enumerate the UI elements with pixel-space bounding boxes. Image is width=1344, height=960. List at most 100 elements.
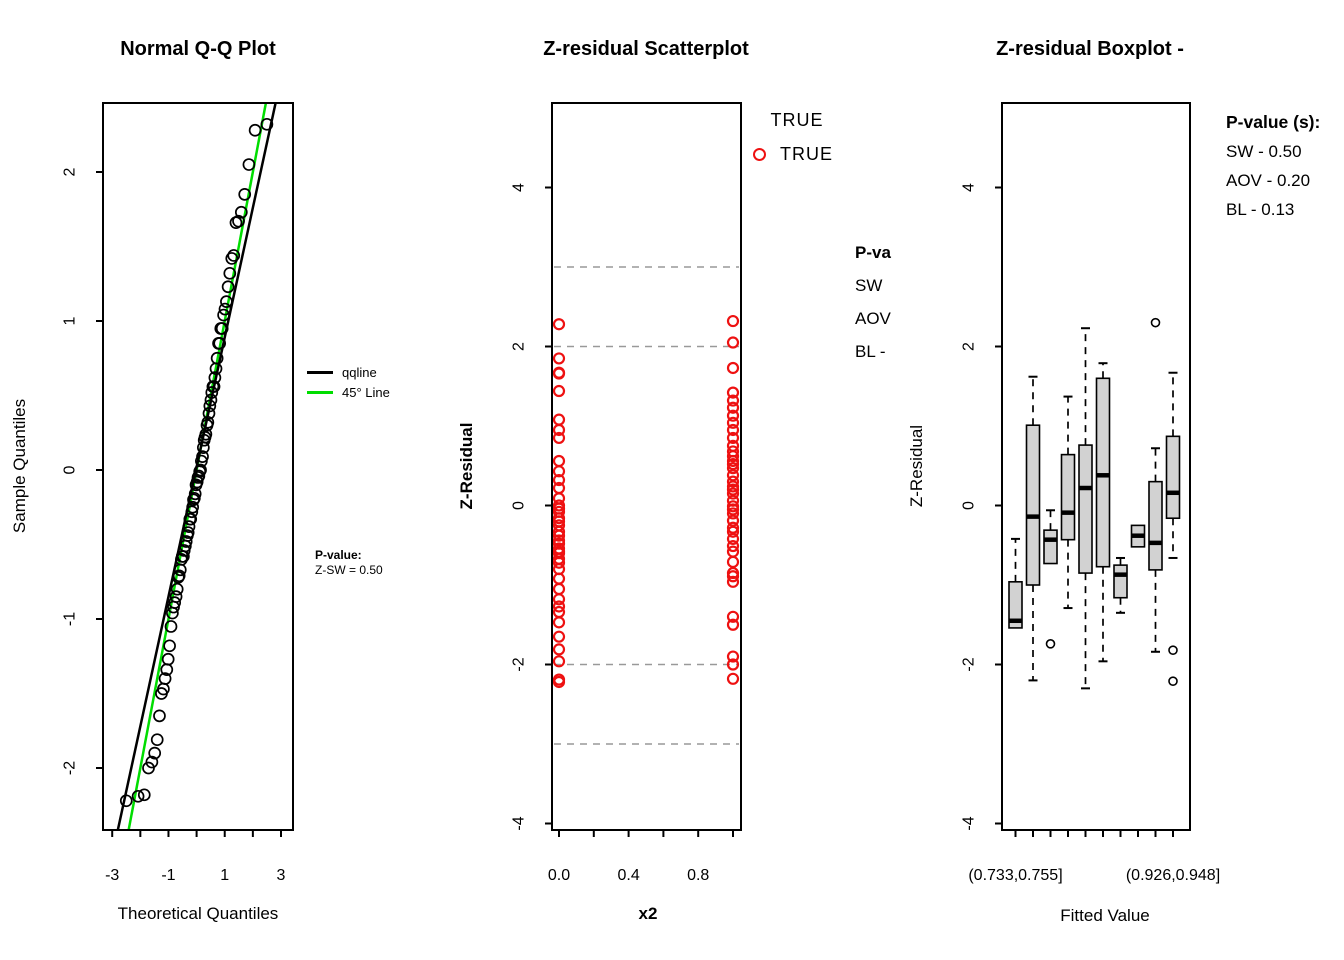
qq-legend-row-45line: 45° Line [307,382,390,402]
qq-y-tick-label: -2 [62,761,79,775]
qq-point [213,337,227,350]
qq-point [194,463,207,477]
scatter-frame [551,102,742,831]
scatter-point [552,318,566,331]
scatter-point [552,384,566,398]
qq-frame [102,102,294,831]
qq-point [153,709,166,723]
scatter-pvalue-line: BL - [855,342,886,361]
scatter-pvalue-heading: P-va [855,243,891,262]
qq-point [232,214,245,228]
scatter-point [726,503,740,516]
qq-point [158,672,172,685]
scatter-y-axis-label: Z-Residual [457,422,476,510]
scatter-y-tick-label: -4 [511,816,528,830]
box-outlier [1168,645,1178,655]
qq-point [208,371,222,384]
scatter-point [726,672,740,685]
scatter-point [726,409,740,422]
box-iqr [1113,564,1128,599]
scatter-point [552,352,566,365]
qq-x-tick-label: -3 [105,867,119,884]
scatter-point [552,593,566,606]
qq-point [161,652,175,666]
scatter-point [726,314,740,328]
scatter-pvalue-line: SW [855,276,883,295]
scatter-point [552,367,566,380]
boxplot-title: Z-residual Boxplot - [996,38,1184,60]
qq-point [148,746,162,760]
box-y-tick-label: -4 [961,816,978,830]
scatter-x-tick-label: 0.4 [617,867,639,884]
scatter-point [552,431,566,445]
qq-point [168,596,182,609]
box-x-tick-label: (0.926,0.948] [1126,867,1220,884]
qq-point [242,158,256,171]
qq-point [215,322,229,335]
qq-point [225,252,239,265]
scatter-x-tick-label: 0.0 [548,867,570,884]
scatter-point [726,483,740,496]
scatter-point [726,658,740,671]
qqline-swatch-icon [307,370,333,374]
red-circle-icon [753,148,766,161]
boxplot-pvalue-line: BL - 0.13 [1226,200,1295,219]
box-outlier [1150,317,1161,328]
qq-point [164,620,178,633]
scatter-point [726,575,740,588]
box-iqr [1165,435,1181,520]
boxplot-pvalue-line: AOV - 0.20 [1226,171,1311,190]
scatter-point [726,610,740,623]
qq-y-tick-label: -1 [62,612,79,626]
scatter-point [726,532,740,545]
qq-point [131,789,145,803]
scatter-point [552,600,566,613]
qq-y-tick-label: 2 [62,167,79,176]
scatter-point [726,507,740,520]
scatter-x-axis-label: x2 [638,904,658,923]
qq-point [210,351,224,365]
scatter-pvalue-line: AOV [855,309,891,328]
scatter-point [726,475,740,488]
scatter-point [552,529,566,542]
qq-point [184,512,198,526]
box-frame [1001,102,1191,831]
qq-point [205,386,219,399]
qq-point [186,500,200,514]
boxplot-pvalue-annotation: P-value (s): SW - 0.50 AOV - 0.20 BL - 0… [1226,108,1320,224]
scatter-y-tick-label: 0 [511,501,528,510]
scatter-point [726,469,740,482]
qq-pvalue-line: Z-SW = 0.50 [315,563,383,577]
qq-x-axis-label: Theoretical Quantiles [117,904,279,923]
scatter-point [552,413,566,426]
qq-point [217,308,230,322]
qq-point [145,755,159,769]
box-outlier [1168,676,1178,686]
scatter-point [726,570,740,583]
qq-pvalue-heading: P-value: [315,548,362,562]
qq-legend-row-qqline: qqline [307,362,390,382]
scatter-point [726,394,740,407]
scatter-point [726,618,740,631]
qq-point [169,590,183,604]
qq-legend-label: qqline [342,364,377,380]
qq-x-tick-label: -1 [161,867,175,884]
qq-point [188,487,202,501]
qq-point [248,123,262,137]
box-iqr [1060,453,1076,541]
boxplot-pvalue-heading: P-value (s): [1226,112,1321,132]
qq-point [181,526,195,539]
scatter-point [726,416,740,429]
qq-point [172,569,186,583]
scatter-point [726,494,740,507]
scatter-point [552,630,566,643]
qq-point [182,520,196,533]
qq-point [150,733,164,747]
scatter-y-tick-label: -2 [511,657,528,671]
qq-x-tick-label: 3 [277,867,286,884]
box-iqr [1008,581,1023,629]
box-iqr [1078,444,1093,574]
qq-point [201,415,215,429]
qq-point [192,469,206,483]
